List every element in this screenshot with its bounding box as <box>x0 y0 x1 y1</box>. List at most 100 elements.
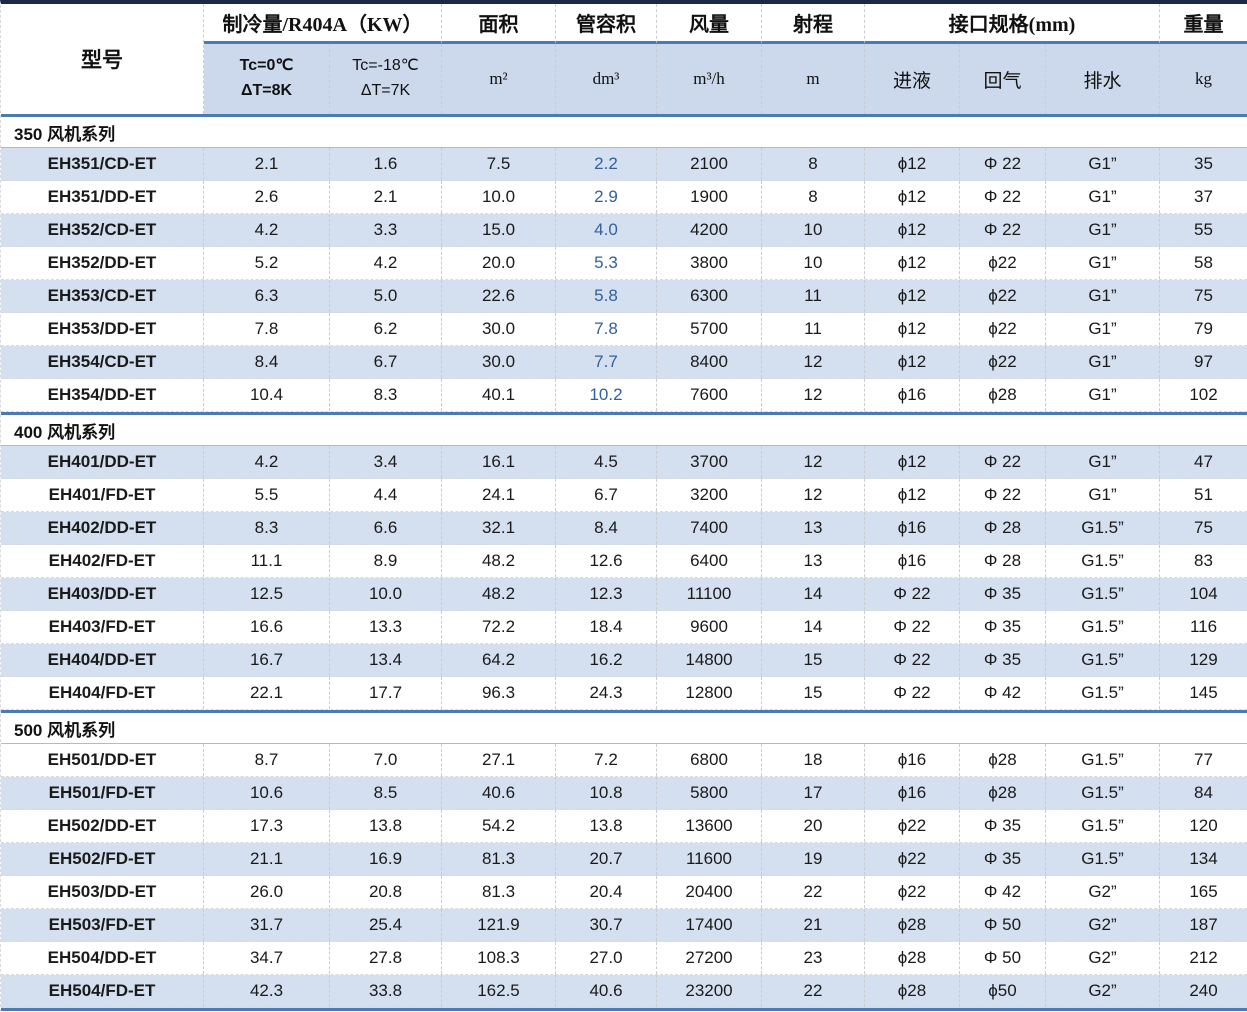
model-cell: EH501/DD-ET <box>1 744 204 776</box>
table-row: EH403/DD-ET 12.5 10.0 48.2 12.3 11100 14 Φ 22 Φ … <box>1 578 1247 611</box>
throw-cell: 12 <box>762 379 865 411</box>
area-cell: 48.2 <box>442 545 556 577</box>
throw-cell: 15 <box>762 677 865 709</box>
tc18-cell: 25.4 <box>330 909 442 941</box>
weight-cell: 120 <box>1189 816 1218 835</box>
model-cell: EH502/FD-ET <box>1 843 204 875</box>
weight-cell: 134 <box>1189 849 1218 868</box>
header-tc18: Tc=-18℃ ΔT=7K <box>330 44 442 114</box>
liquid-cell: ϕ16 <box>865 379 960 411</box>
weight-cell: 145 <box>1189 683 1218 702</box>
header-area: 面积 <box>442 4 556 44</box>
weight-cell: 212 <box>1189 948 1218 967</box>
tc18-cell: 6.6 <box>330 512 442 544</box>
table-row: EH503/DD-ET 26.0 20.8 81.3 20.4 20400 22 ϕ22 Φ 4… <box>1 876 1247 909</box>
liquid-cell: Φ 22 <box>865 677 960 709</box>
tc0-line2: ΔT=8K <box>240 82 293 99</box>
header-throw: 射程 <box>762 4 865 44</box>
volume-cell: 16.2 <box>556 644 657 676</box>
gas-cell: Φ 28 <box>960 512 1046 544</box>
liquid-cell: ϕ28 <box>865 975 960 1007</box>
drain-cell: G2” <box>1046 975 1160 1007</box>
volume-cell: 5.3 <box>556 247 657 279</box>
tc0-cell: 2.1 <box>204 148 330 180</box>
volume-cell: 7.2 <box>556 744 657 776</box>
table-row: EH404/FD-ET 22.1 17.7 96.3 24.3 12800 15 Φ 22 Φ … <box>1 677 1247 710</box>
airflow-cell: 4200 <box>657 214 762 246</box>
drain-cell: G1.5” <box>1046 777 1160 809</box>
throw-cell: 10 <box>762 214 865 246</box>
volume-cell: 18.4 <box>556 611 657 643</box>
drain-cell: G1.5” <box>1046 545 1160 577</box>
table-row: EH501/DD-ET 8.7 7.0 27.1 7.2 6800 18 ϕ16 ϕ28 G1.5… <box>1 744 1247 777</box>
bottom-divider <box>1 1008 1247 1011</box>
area-cell: 30.0 <box>442 313 556 345</box>
gas-cell: Φ 35 <box>960 810 1046 842</box>
airflow-cell: 27200 <box>657 942 762 974</box>
throw-cell: 15 <box>762 644 865 676</box>
airflow-cell: 3200 <box>657 479 762 511</box>
weight-cell: 75 <box>1194 286 1213 305</box>
drain-cell: G1” <box>1046 247 1160 279</box>
drain-cell: G2” <box>1046 876 1160 908</box>
volume-cell: 20.7 <box>556 843 657 875</box>
section-divider <box>1 710 1247 713</box>
tc18-cell: 4.2 <box>330 247 442 279</box>
table-row: EH402/DD-ET 8.3 6.6 32.1 8.4 7400 13 ϕ16 Φ 28 G1.… <box>1 512 1247 545</box>
liquid-cell: Φ 22 <box>865 578 960 610</box>
header-throw-unit: m <box>762 44 865 114</box>
tc0-cell: 26.0 <box>204 876 330 908</box>
throw-cell: 22 <box>762 975 865 1007</box>
liquid-cell: ϕ12 <box>865 181 960 213</box>
header-weight-unit: kg <box>1160 44 1247 114</box>
tc0-cell: 8.3 <box>204 512 330 544</box>
tc0-cell: 10.4 <box>204 379 330 411</box>
weight-cell: 47 <box>1194 452 1213 471</box>
tc18-line1: Tc=-18℃ <box>352 57 419 75</box>
table-row: EH404/DD-ET 16.7 13.4 64.2 16.2 14800 15 Φ 22 Φ … <box>1 644 1247 677</box>
throw-cell: 12 <box>762 479 865 511</box>
area-cell: 15.0 <box>442 214 556 246</box>
table-row: EH504/DD-ET 34.7 27.8 108.3 27.0 27200 23 ϕ28 Φ … <box>1 942 1247 975</box>
model-cell: EH504/DD-ET <box>1 942 204 974</box>
area-cell: 96.3 <box>442 677 556 709</box>
airflow-cell: 6300 <box>657 280 762 312</box>
volume-cell: 20.4 <box>556 876 657 908</box>
tc0-cell: 17.3 <box>204 810 330 842</box>
liquid-cell: ϕ12 <box>865 214 960 246</box>
gas-cell: ϕ28 <box>960 777 1046 809</box>
airflow-cell: 6400 <box>657 545 762 577</box>
throw-cell: 8 <box>762 181 865 213</box>
airflow-cell: 2100 <box>657 148 762 180</box>
gas-cell: Φ 50 <box>960 942 1046 974</box>
liquid-cell: ϕ12 <box>865 313 960 345</box>
model-cell: EH353/DD-ET <box>1 313 204 345</box>
throw-cell: 18 <box>762 744 865 776</box>
tc18-cell: 20.8 <box>330 876 442 908</box>
tc0-cell: 6.3 <box>204 280 330 312</box>
gas-cell: ϕ28 <box>960 744 1046 776</box>
gas-cell: Φ 22 <box>960 148 1046 180</box>
volume-cell: 10.2 <box>556 379 657 411</box>
header-gas-return: 回气 <box>960 44 1046 114</box>
weight-cell: 240 <box>1189 981 1218 1000</box>
weight-cell: 79 <box>1194 319 1213 338</box>
airflow-cell: 7600 <box>657 379 762 411</box>
area-cell: 81.3 <box>442 876 556 908</box>
area-cell: 64.2 <box>442 644 556 676</box>
area-cell: 72.2 <box>442 611 556 643</box>
throw-cell: 21 <box>762 909 865 941</box>
area-cell: 40.1 <box>442 379 556 411</box>
model-cell: EH354/CD-ET <box>1 346 204 378</box>
throw-cell: 17 <box>762 777 865 809</box>
model-cell: EH401/FD-ET <box>1 479 204 511</box>
drain-cell: G1” <box>1046 479 1160 511</box>
tc0-cell: 4.2 <box>204 446 330 478</box>
area-cell: 162.5 <box>442 975 556 1007</box>
model-cell: EH354/DD-ET <box>1 379 204 411</box>
gas-cell: Φ 22 <box>960 446 1046 478</box>
throw-cell: 23 <box>762 942 865 974</box>
area-cell: 81.3 <box>442 843 556 875</box>
tc0-cell: 16.6 <box>204 611 330 643</box>
liquid-cell: ϕ22 <box>865 843 960 875</box>
